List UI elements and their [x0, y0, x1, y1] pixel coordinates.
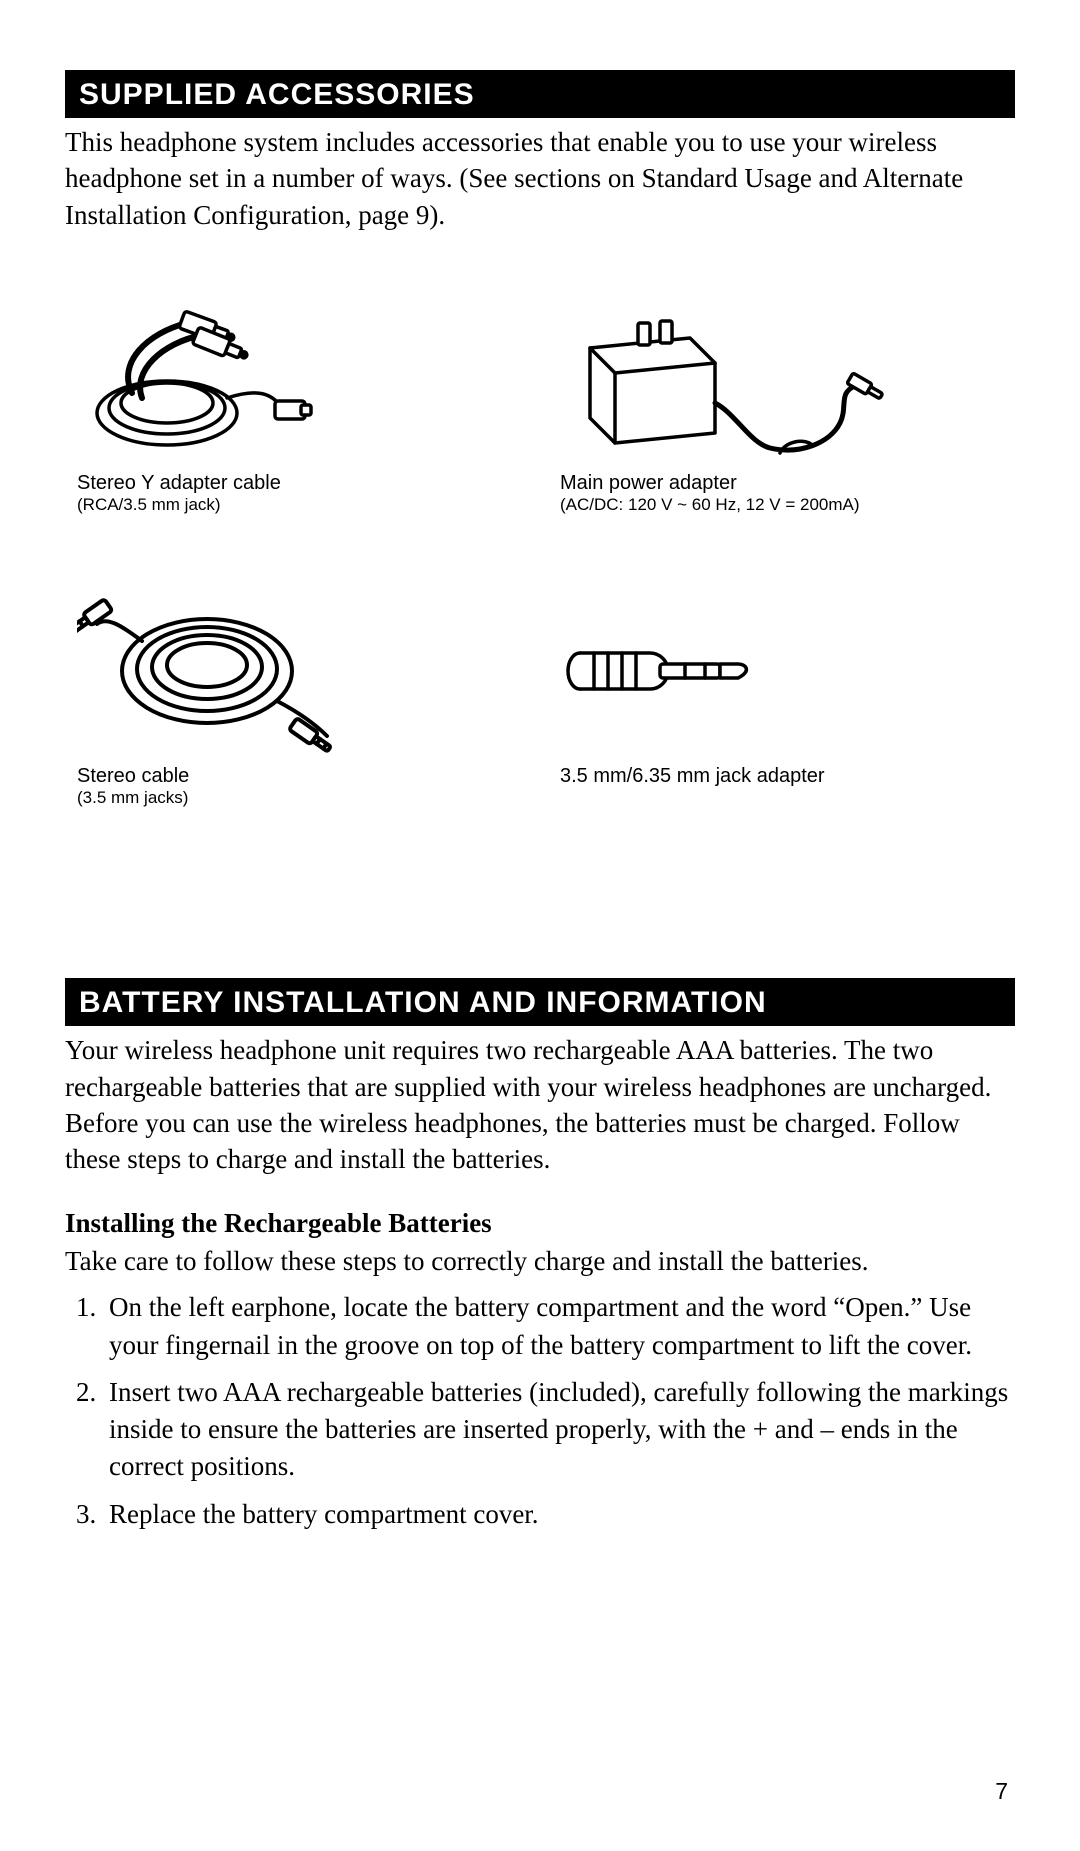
accessory-subtitle: (RCA/3.5 mm jack): [77, 495, 520, 515]
battery-section-header: BATTERY INSTALLATION AND INFORMATION: [65, 978, 1015, 1026]
accessory-title: Stereo Y adapter cable: [77, 471, 520, 495]
accessories-grid: Stereo Y adapter cable (RCA/3.5 mm jack): [65, 293, 1015, 808]
accessory-stereo-y-cable: Stereo Y adapter cable (RCA/3.5 mm jack): [77, 293, 520, 515]
accessory-stereo-cable: Stereo cable (3.5 mm jacks): [77, 586, 520, 808]
power-adapter-icon: [560, 293, 1003, 463]
accessory-subtitle: (AC/DC: 120 V ~ 60 Hz, 12 V = 200mA): [560, 495, 1003, 515]
battery-steps-list: On the left earphone, locate the battery…: [65, 1289, 1015, 1533]
steps-lead-text: Take care to follow these steps to corre…: [65, 1243, 1015, 1279]
accessory-title: Stereo cable: [77, 764, 520, 788]
accessory-jack-adapter: 3.5 mm/6.35 mm jack adapter: [560, 586, 1003, 808]
list-item: On the left earphone, locate the battery…: [103, 1289, 1015, 1364]
accessory-subtitle: (3.5 mm jacks): [77, 788, 520, 808]
accessory-title: 3.5 mm/6.35 mm jack adapter: [560, 764, 1003, 788]
jack-adapter-icon: [560, 586, 1003, 756]
stereo-cable-icon: [77, 586, 520, 756]
manual-page: SUPPLIED ACCESSORIES This headphone syst…: [0, 0, 1080, 1851]
list-item: Replace the battery compartment cover.: [103, 1496, 1015, 1533]
battery-intro-text: Your wireless headphone unit requires tw…: [65, 1032, 1015, 1178]
accessory-power-adapter: Main power adapter (AC/DC: 120 V ~ 60 Hz…: [560, 293, 1003, 515]
supplied-accessories-header: SUPPLIED ACCESSORIES: [65, 70, 1015, 118]
installing-batteries-subheading: Installing the Rechargeable Batteries: [65, 1208, 1015, 1239]
stereo-y-cable-icon: [77, 293, 520, 463]
list-item: Insert two AAA rechargeable batteries (i…: [103, 1374, 1015, 1486]
page-number: 7: [995, 1778, 1008, 1805]
supplied-intro-text: This headphone system includes accessori…: [65, 124, 1015, 233]
accessory-title: Main power adapter: [560, 471, 1003, 495]
